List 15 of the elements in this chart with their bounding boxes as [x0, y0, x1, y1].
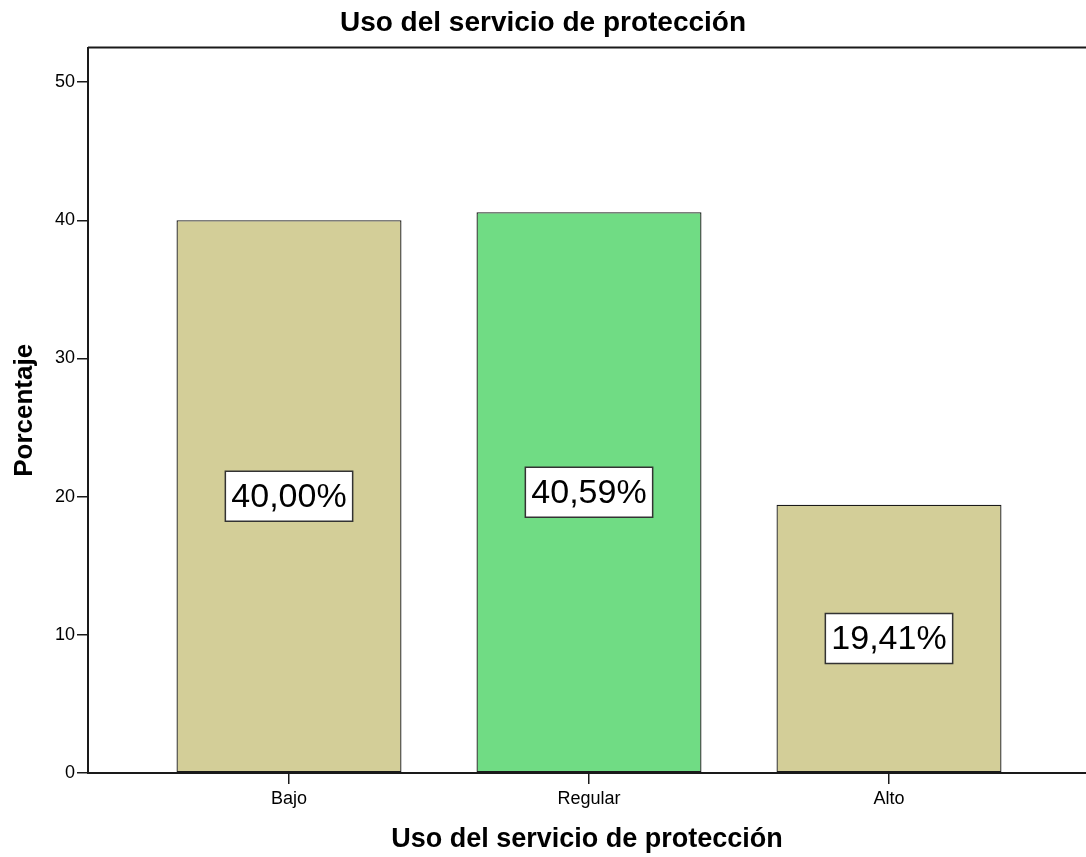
x-tick-label: Alto [873, 787, 905, 808]
y-tick-label: 40 [54, 209, 75, 230]
data-label: 40,59% [531, 471, 647, 510]
y-tick-label: 20 [54, 485, 75, 506]
x-axis-title: Uso del servicio de protección [391, 823, 783, 854]
y-axis-title: Porcentaje [7, 343, 38, 477]
data-label: 40,00% [231, 475, 347, 514]
x-tick-label: Regular [557, 787, 621, 808]
y-tick-label: 10 [54, 623, 75, 644]
y-tick-label: 0 [64, 761, 75, 782]
x-tick-label: Bajo [270, 787, 308, 808]
y-tick-label: 50 [54, 71, 75, 92]
y-tick-label: 30 [54, 347, 75, 368]
data-label: 19,41% [831, 617, 947, 656]
chart-title: Uso del servicio de protección [339, 5, 747, 37]
